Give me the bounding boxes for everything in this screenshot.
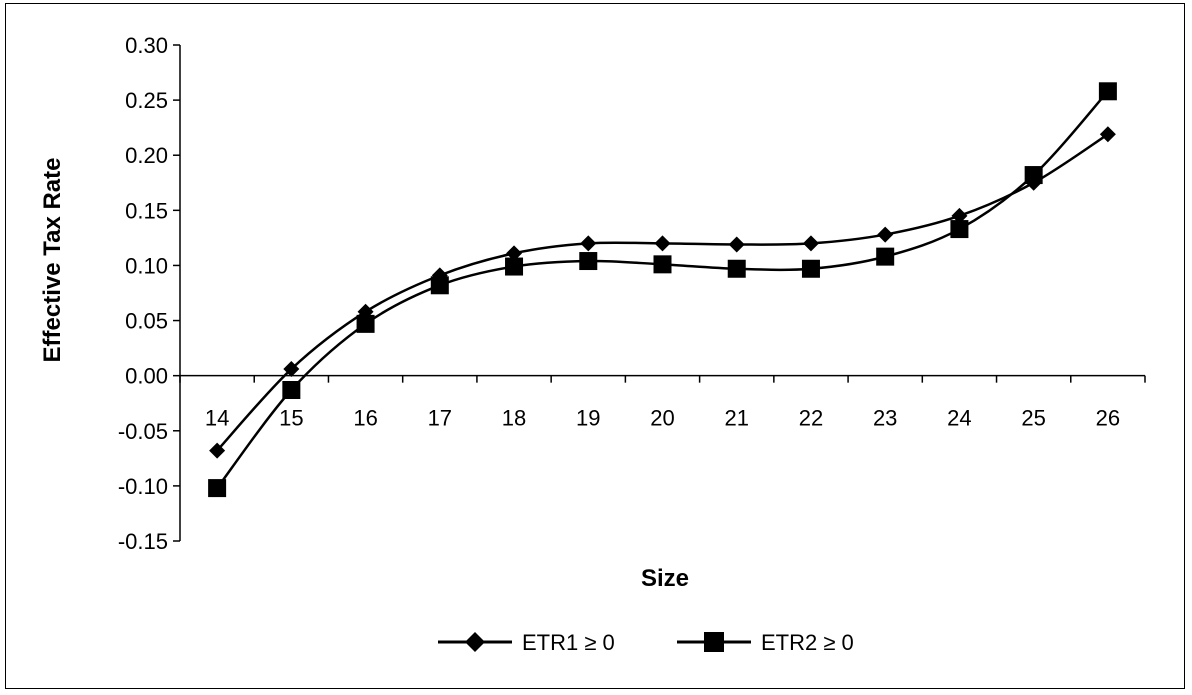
data-point-diamond (1099, 126, 1116, 143)
y-axis-title: Effective Tax Rate (39, 158, 66, 363)
data-point-square (950, 220, 969, 239)
x-tick-label: 17 (428, 406, 452, 431)
x-tick-label: 23 (873, 406, 897, 431)
y-tick-label: 0.25 (125, 88, 168, 113)
x-tick-label: 25 (1021, 406, 1045, 431)
x-axis-ticks: 14 15 16 17 18 19 20 21 22 23 24 25 26 (179, 375, 1146, 431)
series-line-1 (216, 133, 1109, 452)
x-tick-label: 21 (724, 406, 748, 431)
y-tick-label: 0.15 (125, 198, 168, 223)
x-tick-label: 24 (947, 406, 971, 431)
x-tick-label: 16 (353, 406, 377, 431)
data-point-square (505, 257, 524, 276)
legend-label-2: ETR2 ≥ 0 (761, 630, 854, 655)
data-point-square (208, 479, 227, 498)
x-tick-label: 26 (1096, 406, 1120, 431)
data-point-diamond (728, 236, 745, 253)
data-point-square (801, 259, 820, 278)
data-point-diamond (209, 442, 226, 459)
chart-frame (5, 3, 1185, 689)
data-point-diamond (802, 235, 819, 252)
y-tick-label: -0.05 (118, 419, 168, 444)
y-tick-label: -0.15 (118, 529, 168, 554)
data-point-square (356, 314, 375, 333)
data-point-diamond (283, 361, 300, 378)
data-point-diamond (506, 245, 523, 262)
x-tick-label: 18 (502, 406, 526, 431)
y-tick-label: 0.05 (125, 309, 168, 334)
data-point-square (579, 252, 598, 271)
x-tick-label: 20 (650, 406, 674, 431)
data-point-square (1024, 166, 1043, 185)
data-point-square (1098, 82, 1117, 101)
legend-label-1: ETR1 ≥ 0 (522, 630, 615, 655)
y-tick-label: 0.00 (125, 364, 168, 389)
legend: ETR1 ≥ 0 ETR2 ≥ 0 (438, 630, 854, 655)
data-point-diamond (951, 207, 968, 224)
data-point-diamond (877, 226, 894, 243)
x-tick-label: 19 (576, 406, 600, 431)
y-axis-ticks: 0.30 0.25 0.20 0.15 0.10 0.05 0.00 -0.05 -0.10 -0… (118, 33, 180, 554)
y-tick-label: 0.10 (125, 253, 168, 278)
data-point-square (430, 276, 449, 295)
x-tick-label: 15 (279, 406, 303, 431)
y-tick-label: -0.10 (118, 474, 168, 499)
data-point-square (653, 255, 672, 274)
data-point-square (876, 247, 895, 266)
data-point-diamond (654, 235, 671, 252)
data-point-square (282, 380, 301, 399)
x-tick-label: 14 (205, 406, 229, 431)
series-layer (208, 82, 1117, 498)
data-point-diamond (580, 235, 597, 252)
data-point-square (727, 259, 746, 278)
y-tick-label: 0.30 (125, 33, 168, 58)
y-tick-label: 0.20 (125, 143, 168, 168)
legend-marker-diamond (465, 632, 485, 652)
legend-marker-square (704, 632, 724, 652)
plot-area: 0.30 0.25 0.20 0.15 0.10 0.05 0.00 -0.05 -0.10 -0… (118, 33, 1146, 554)
x-tick-label: 22 (799, 406, 823, 431)
x-axis-title: Size (641, 565, 689, 592)
